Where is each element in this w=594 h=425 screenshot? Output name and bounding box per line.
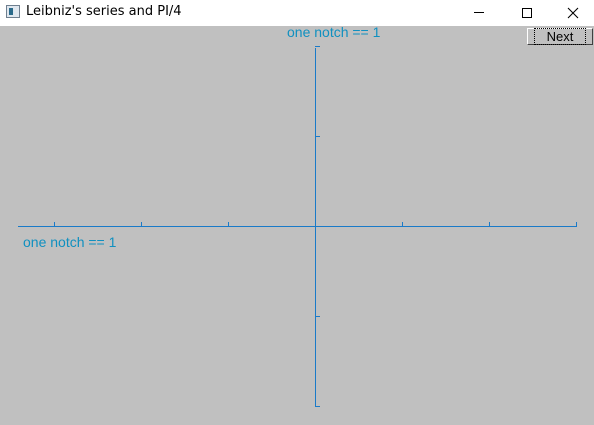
maximize-icon (522, 8, 532, 18)
close-icon (567, 7, 579, 19)
minimize-icon (474, 12, 484, 13)
minimize-button[interactable] (456, 0, 502, 26)
title-bar: Leibniz's series and PI/4 (0, 0, 594, 26)
window-title: Leibniz's series and PI/4 (26, 4, 182, 19)
plot-canvas (18, 46, 577, 407)
next-button-label: Next (533, 28, 587, 45)
app-window-icon (6, 5, 20, 18)
maximize-button[interactable] (504, 0, 550, 26)
x-axis-label: one notch == 1 (23, 234, 117, 250)
next-button[interactable]: Next (527, 28, 593, 45)
y-axis-label: one notch == 1 (287, 24, 381, 40)
close-button[interactable] (550, 0, 594, 26)
